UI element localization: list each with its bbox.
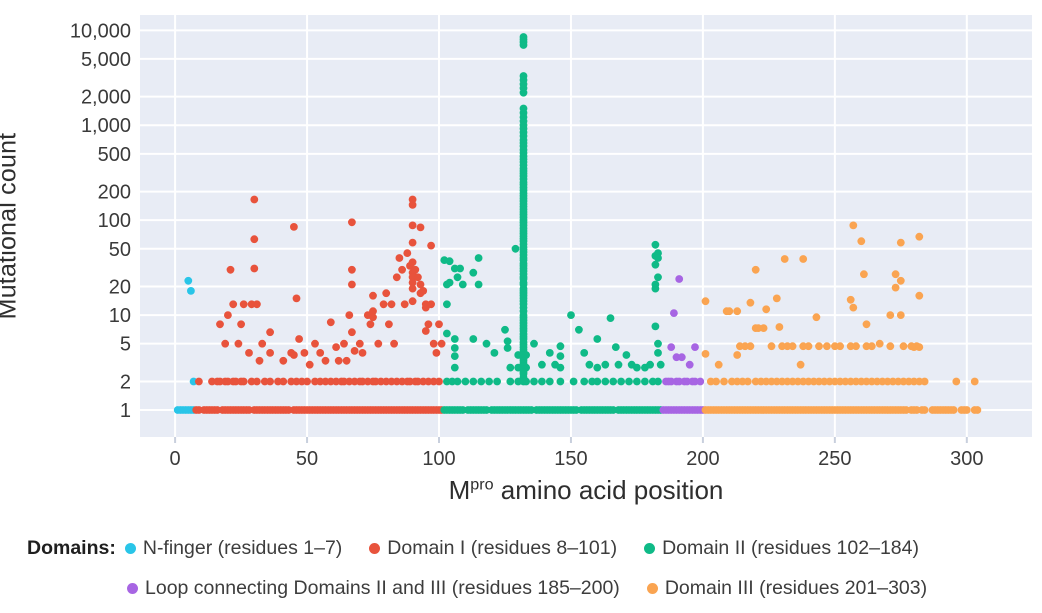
svg-text:1: 1 xyxy=(120,400,131,422)
legend-item-label: Domain I (residues 8–101) xyxy=(387,536,618,559)
svg-text:5: 5 xyxy=(120,334,131,356)
legend-dot-icon xyxy=(644,542,656,554)
legend-item-label: Domain III (residues 201–303) xyxy=(664,576,928,599)
legend-item-1: Domain I (residues 8–101) xyxy=(369,537,617,560)
legend-dot-icon xyxy=(124,542,136,554)
scatter-plot: 10,0005,0002,0001,0005002001005020105210… xyxy=(70,15,1032,470)
svg-text:10: 10 xyxy=(109,305,131,327)
legend-title: Domains: xyxy=(27,536,116,559)
svg-text:250: 250 xyxy=(818,448,851,470)
x-axis-label-sup: pro xyxy=(470,475,494,494)
x-axis-label: Mpro amino acid position xyxy=(449,475,724,506)
y-axis-label: Mutational count xyxy=(0,132,22,320)
svg-text:300: 300 xyxy=(950,448,983,470)
legend-item-4: Domain III (residues 201–303) xyxy=(646,576,928,600)
svg-text:500: 500 xyxy=(98,144,131,166)
svg-text:100: 100 xyxy=(422,448,455,470)
svg-text:100: 100 xyxy=(98,210,131,232)
legend-item-2: Domain II (residues 102–184) xyxy=(644,537,919,560)
series-1-dots xyxy=(192,195,446,414)
legend-item-3: Loop connecting Domains II and III (resi… xyxy=(127,577,620,600)
legend-item-label: Domain II (residues 102–184) xyxy=(662,536,919,559)
svg-text:2,000: 2,000 xyxy=(81,87,131,109)
legend-item-label: Loop connecting Domains II and III (resi… xyxy=(145,576,620,599)
x-axis-label-pre: M xyxy=(448,475,471,505)
svg-text:200: 200 xyxy=(686,448,719,470)
svg-text:50: 50 xyxy=(296,448,318,470)
svg-text:0: 0 xyxy=(170,448,181,470)
legend-item-label: N-finger (residues 1–7) xyxy=(142,536,343,559)
x-tick-marks xyxy=(174,437,968,443)
svg-text:2: 2 xyxy=(120,371,131,393)
legend-dot-icon xyxy=(127,582,138,594)
legend-dot-icon xyxy=(646,582,658,594)
svg-text:50: 50 xyxy=(109,239,131,261)
legend-row-2: Loop connecting Domains II and III (resi… xyxy=(0,568,1042,608)
legend-row-1: Domains: N-finger (residues 1–7) Domain I … xyxy=(0,528,1042,568)
plot-background xyxy=(140,15,1032,437)
svg-text:200: 200 xyxy=(98,182,131,204)
domain-legend: Domains: N-finger (residues 1–7) Domain I … xyxy=(0,528,1042,608)
svg-text:150: 150 xyxy=(554,448,587,470)
svg-text:5,000: 5,000 xyxy=(81,49,131,71)
svg-text:20: 20 xyxy=(109,277,131,299)
svg-text:10,000: 10,000 xyxy=(70,20,131,42)
series-3-dots xyxy=(659,275,707,414)
series-2-dots xyxy=(440,33,665,414)
x-axis-label-post: amino acid position xyxy=(493,475,724,505)
series-4-dots xyxy=(701,221,982,414)
svg-text:1,000: 1,000 xyxy=(81,115,131,137)
y-tick-labels: 10,000 5,000 2,000 1,000 500 200 100 50 20 10 5 2 1 xyxy=(70,20,131,422)
legend-dot-icon xyxy=(369,542,381,554)
legend-item-0: N-finger (residues 1–7) xyxy=(124,536,343,560)
x-tick-labels: 0 50 100 150 200 250 300 xyxy=(170,448,984,470)
